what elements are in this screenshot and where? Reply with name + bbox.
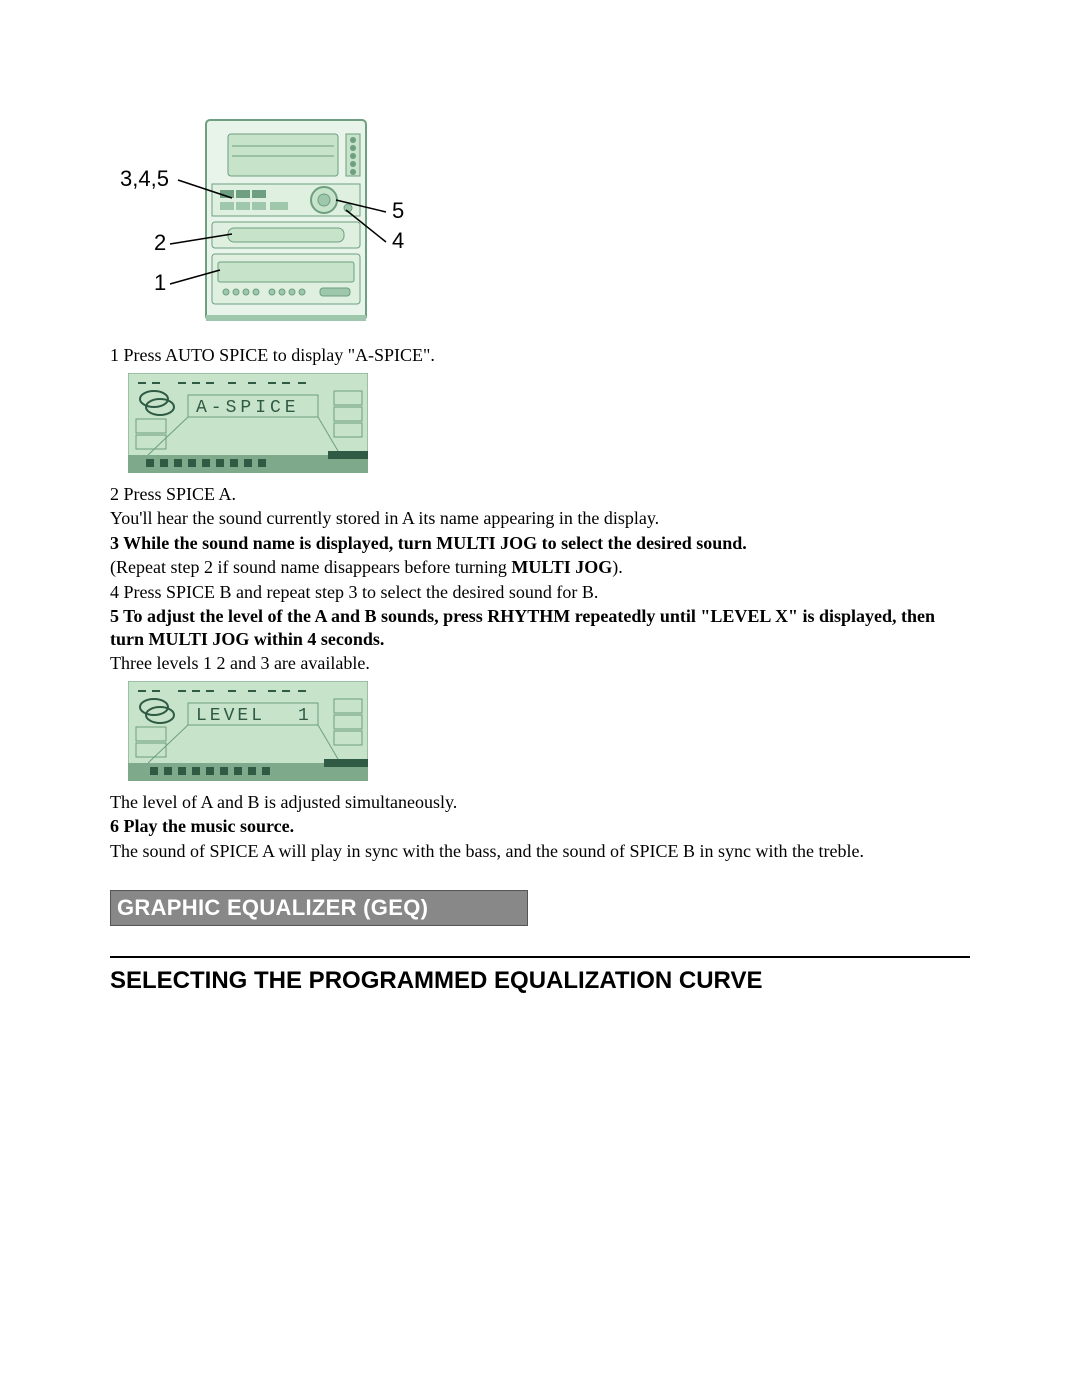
- step-2: 2 Press SPICE A.: [110, 483, 970, 506]
- step-3b-pre: (Repeat step 2 if sound name disappears …: [110, 557, 511, 577]
- device-callout-diagram: 3,4,5 2 1 5 4: [120, 110, 970, 330]
- display-level: LEVEL 1: [128, 681, 970, 781]
- step-5b: Three levels 1 2 and 3 are available.: [110, 652, 970, 675]
- subsection-heading: SELECTING THE PROGRAMMED EQUALIZATION CU…: [110, 967, 970, 995]
- section-divider: [110, 956, 970, 958]
- callout-label-2: 2: [154, 230, 166, 255]
- step-3: 3 While the sound name is displayed, tur…: [110, 532, 970, 555]
- callout-label-4: 4: [392, 228, 404, 253]
- section-banner-geq: GRAPHIC EQUALIZER (GEQ): [110, 890, 528, 926]
- display-a-spice: A-SPICE: [128, 373, 970, 473]
- section-banner-text: GRAPHIC EQUALIZER (GEQ): [111, 891, 527, 925]
- step-4: 4 Press SPICE B and repeat step 3 to sel…: [110, 581, 970, 604]
- step-6: 6 Play the music source.: [110, 815, 970, 838]
- step-6b: The sound of SPICE A will play in sync w…: [110, 840, 970, 863]
- step-5: 5 To adjust the level of the A and B sou…: [110, 605, 970, 650]
- callout-label-1: 1: [154, 270, 166, 295]
- step-3b: (Repeat step 2 if sound name disappears …: [110, 556, 970, 579]
- display-level-text-left: LEVEL: [196, 706, 265, 726]
- display-level-text-right: 1: [298, 706, 309, 726]
- callout-label-345: 3,4,5: [120, 166, 169, 191]
- display-a-spice-text: A-SPICE: [196, 398, 300, 418]
- display-a-spice-svg: A-SPICE: [128, 373, 368, 473]
- document-page: 3,4,5 2 1 5 4 1 Press AUTO SPICE to disp…: [0, 0, 1080, 995]
- display-level-svg: LEVEL 1: [128, 681, 368, 781]
- step-2b: You'll hear the sound currently stored i…: [110, 507, 970, 530]
- step-1: 1 Press AUTO SPICE to display "A-SPICE".: [110, 344, 970, 367]
- step-3b-post: ).: [612, 557, 623, 577]
- device-diagram-svg: 3,4,5 2 1 5 4: [120, 110, 420, 330]
- step-3b-bold: MULTI JOG: [511, 557, 612, 577]
- callout-label-5: 5: [392, 198, 404, 223]
- step-5c: The level of A and B is adjusted simulta…: [110, 791, 970, 814]
